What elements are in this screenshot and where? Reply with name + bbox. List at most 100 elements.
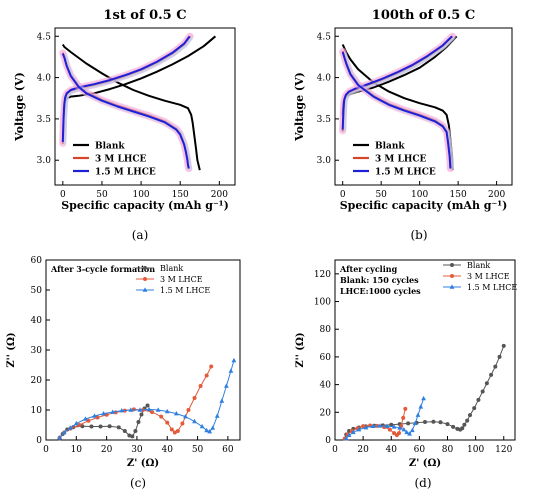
series-line-discharge — [341, 51, 452, 169]
data-point — [183, 414, 188, 419]
x-axis-label: Z' (Ω) — [409, 458, 441, 469]
y-axis-label: Voltage (V) — [13, 72, 26, 142]
data-point — [462, 422, 467, 427]
data-point — [480, 389, 485, 394]
data-point — [412, 420, 418, 426]
data-point — [423, 420, 427, 424]
x-tick-label: 20 — [101, 445, 113, 455]
data-point — [61, 429, 67, 435]
y-axis-label: Z'' (Ω) — [295, 332, 306, 367]
annotation-text: Blank: 150 cycles — [340, 275, 419, 285]
legend-label: 3 M LHCE — [95, 155, 146, 165]
y-tick-label: 60 — [31, 256, 43, 266]
y-tick-label: 60 — [320, 353, 332, 363]
y-tick-label: 20 — [31, 376, 43, 386]
legend-marker — [450, 274, 454, 278]
panel-b: 0 50 100 150 200 3.0 3.5 4.0 4.5 Specific capacit… — [293, 8, 513, 242]
series-line — [345, 398, 425, 439]
data-point — [396, 431, 401, 436]
annotation-text: LHCE:1000 cycles — [340, 286, 421, 296]
data-point — [83, 416, 88, 421]
data-point — [219, 398, 225, 403]
data-point — [350, 429, 356, 435]
data-point — [497, 354, 502, 359]
annotation-text: After 3-cycle formation — [50, 264, 155, 274]
y-tick-label: 4.5 — [37, 32, 52, 42]
data-point — [493, 364, 498, 369]
series-haze — [342, 36, 455, 131]
x-tick-label: 0 — [43, 445, 49, 455]
data-point — [107, 424, 112, 429]
data-point — [139, 412, 144, 417]
legend-label: Blank — [467, 261, 490, 270]
panel-a: 0 50 100 150 200 3.0 3.5 4.0 4.5 Specific capacit… — [13, 8, 236, 242]
panel-caption: (c) — [130, 476, 146, 490]
x-tick-label: 40 — [162, 445, 174, 455]
data-point — [231, 357, 237, 363]
data-point — [164, 408, 170, 414]
series-line — [59, 360, 235, 438]
y-tick-label: 120 — [314, 270, 331, 280]
data-point — [384, 423, 390, 428]
panel-caption: (b) — [410, 228, 427, 242]
y-tick-label: 0 — [325, 436, 331, 446]
data-point — [214, 413, 220, 418]
data-point — [465, 418, 470, 423]
y-axis-label: Voltage (V) — [293, 72, 306, 142]
data-point — [403, 406, 408, 411]
plot-frame — [45, 259, 241, 441]
data-point — [86, 418, 91, 423]
legend-label: 3 M LHCE — [160, 275, 203, 284]
y-tick-label: 4.0 — [317, 74, 332, 84]
chart-title: 100th of 0.5 C — [372, 8, 475, 23]
x-tick-label: 10 — [71, 445, 83, 455]
series-line-charge — [62, 35, 217, 111]
data-point — [451, 424, 456, 429]
x-tick-label: 80 — [442, 445, 454, 455]
series-line-charge — [341, 35, 453, 130]
data-point — [57, 435, 63, 440]
data-point — [73, 420, 79, 426]
data-point — [501, 343, 506, 348]
data-point — [101, 411, 106, 416]
x-tick-label: 0 — [60, 190, 66, 200]
data-point — [159, 414, 164, 419]
y-tick-label: 40 — [31, 316, 43, 326]
data-point — [192, 396, 197, 400]
data-point — [209, 364, 214, 369]
legend-marker — [143, 277, 147, 281]
data-point — [387, 427, 392, 432]
data-point — [389, 422, 394, 427]
x-tick-label: 100 — [467, 445, 484, 455]
data-point — [198, 384, 203, 388]
legend-label: 1.5 M LHCE — [467, 283, 517, 292]
data-point — [95, 415, 100, 420]
data-point — [431, 419, 436, 424]
plot-frame — [334, 259, 516, 441]
x-tick-label: 60 — [414, 445, 426, 455]
legend-marker — [449, 284, 455, 289]
series-line-discharge — [61, 43, 201, 171]
data-point — [346, 432, 352, 437]
y-tick-label: 30 — [31, 346, 43, 356]
data-point — [377, 423, 383, 428]
data-point — [165, 420, 170, 425]
legend-label: 1.5 M LHCE — [95, 168, 156, 178]
data-point — [476, 397, 481, 402]
x-axis-label: Specific capacity (mAh g⁻¹) — [340, 199, 508, 212]
legend-label: Blank — [160, 264, 183, 273]
data-point — [155, 407, 161, 412]
data-point — [392, 431, 397, 436]
data-point — [77, 423, 82, 427]
data-point — [192, 418, 197, 424]
data-point — [223, 383, 229, 388]
y-tick-label: 100 — [314, 298, 331, 308]
y-tick-label: 3.0 — [37, 156, 52, 166]
data-point — [92, 413, 97, 418]
data-point — [172, 430, 177, 435]
y-tick-label: 50 — [31, 286, 43, 296]
data-point — [127, 433, 132, 438]
legend-label: 1.5 M LHCE — [375, 168, 436, 178]
annotation-text: After cycling — [339, 264, 398, 274]
x-tick-label: 30 — [131, 445, 143, 455]
